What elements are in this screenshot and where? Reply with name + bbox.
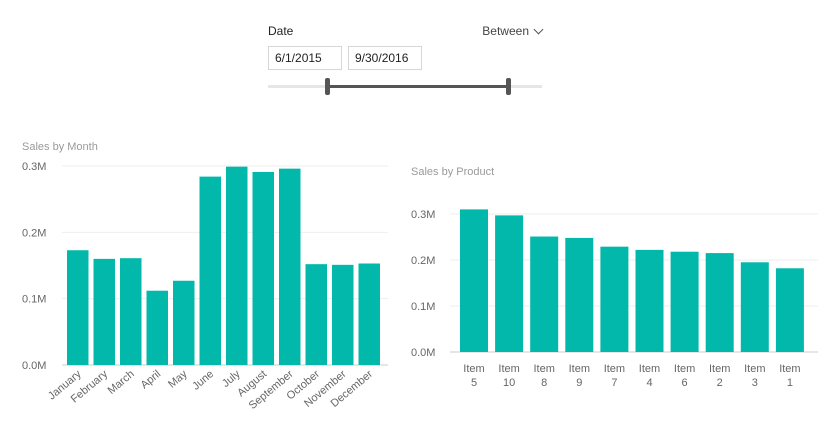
bar[interactable]	[670, 251, 699, 352]
y-tick-label: 0.1M	[22, 294, 46, 306]
slider-end-handle[interactable]	[506, 78, 511, 95]
y-tick-label: 0.3M	[22, 161, 46, 173]
bar[interactable]	[495, 215, 524, 352]
y-tick-label: 0.2M	[22, 227, 46, 239]
bar[interactable]	[67, 250, 89, 365]
x-tick-label: Item 5	[463, 363, 484, 389]
bar[interactable]	[775, 268, 804, 352]
slider-selected-range	[327, 85, 508, 88]
x-tick-label: Item 10	[498, 363, 519, 389]
start-date-input[interactable]	[268, 46, 342, 70]
x-tick-label: Item 6	[674, 363, 695, 389]
bar[interactable]	[635, 249, 664, 352]
bar[interactable]	[226, 166, 248, 365]
x-tick-label: Item 2	[709, 363, 730, 389]
bar[interactable]	[146, 290, 169, 365]
y-tick-label: 0.0M	[411, 347, 435, 359]
y-tick-label: 0.3M	[411, 209, 435, 221]
slicer-mode-label: Between	[482, 24, 529, 38]
x-tick-label: Item 3	[744, 363, 765, 389]
bar[interactable]	[530, 236, 559, 352]
date-slicer: Date Between	[268, 22, 544, 102]
bar[interactable]	[199, 176, 222, 365]
bar[interactable]	[332, 264, 354, 365]
bar[interactable]	[252, 171, 275, 365]
bar[interactable]	[93, 258, 116, 365]
y-tick-label: 0.0M	[22, 360, 46, 372]
chart-title: Sales by Month	[22, 141, 98, 153]
slicer-mode-dropdown[interactable]: Between	[482, 24, 544, 38]
bar[interactable]	[600, 246, 629, 352]
bar[interactable]	[460, 209, 488, 352]
bar[interactable]	[173, 280, 195, 365]
bar[interactable]	[120, 258, 142, 365]
x-tick-label: Item 8	[533, 363, 554, 389]
slider-start-handle[interactable]	[325, 78, 330, 95]
x-tick-label: Item 9	[569, 363, 590, 389]
bar[interactable]	[740, 262, 769, 352]
bar[interactable]	[305, 264, 328, 365]
x-tick-label: Item 7	[604, 363, 625, 389]
bar[interactable]	[358, 263, 381, 365]
y-tick-label: 0.2M	[411, 255, 435, 267]
y-tick-label: 0.1M	[411, 301, 435, 313]
bar[interactable]	[705, 253, 734, 352]
bar[interactable]	[565, 237, 594, 352]
x-tick-label: Item 1	[779, 363, 800, 389]
end-date-input[interactable]	[348, 46, 422, 70]
x-tick-label: Item 4	[639, 363, 660, 389]
chart-title: Sales by Product	[411, 166, 494, 178]
bar[interactable]	[279, 168, 301, 365]
slicer-title: Date	[268, 24, 294, 38]
